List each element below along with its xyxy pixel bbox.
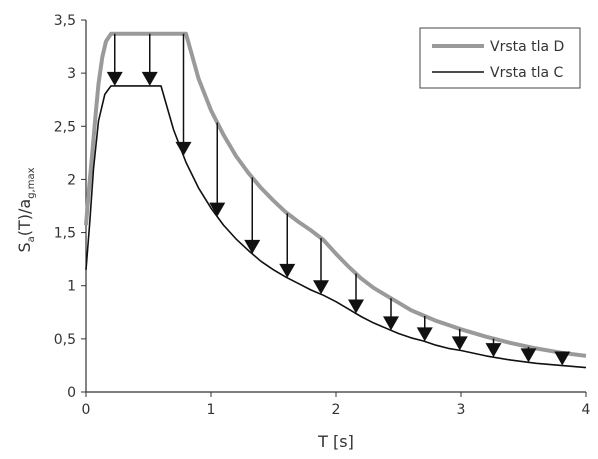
y-tick-label: 3 bbox=[67, 66, 76, 82]
reduction-arrow bbox=[106, 33, 123, 86]
reduction-arrow bbox=[348, 273, 364, 314]
reduction-arrow-head bbox=[106, 71, 123, 86]
y-tick-label: 2 bbox=[67, 172, 76, 188]
reduction-arrow bbox=[141, 33, 158, 86]
x-tick-label: 2 bbox=[332, 402, 341, 418]
y-label-sub2: g,max bbox=[26, 167, 37, 198]
reduction-arrow-head bbox=[175, 141, 192, 156]
reduction-arrow bbox=[209, 122, 226, 217]
reduction-arrow-head bbox=[451, 336, 468, 351]
reduction-arrow-head bbox=[313, 280, 329, 295]
series-layer bbox=[84, 31, 587, 369]
legend-label-c: Vrsta tla C bbox=[490, 65, 564, 81]
ticks: 0 0,5 1 1,5 2 2,5 3 3,5 0 1 2 3 4 bbox=[54, 13, 591, 418]
reduction-arrow bbox=[416, 316, 433, 342]
y-tick-label: 1 bbox=[67, 279, 76, 295]
y-axis-label: Sa(T)/ag,max bbox=[15, 167, 37, 252]
reduction-arrow bbox=[175, 33, 192, 156]
legend-label-d: Vrsta tla D bbox=[490, 39, 564, 55]
series-line-c bbox=[85, 85, 587, 369]
x-axis-label: T [s] bbox=[317, 432, 354, 451]
reduction-arrow bbox=[451, 328, 468, 351]
y-tick-label: 1,5 bbox=[54, 226, 76, 242]
reduction-arrow-head bbox=[485, 343, 502, 358]
x-tick-label: 0 bbox=[82, 402, 91, 418]
x-tick-label: 3 bbox=[457, 402, 466, 418]
reduction-arrow-head bbox=[416, 327, 433, 342]
x-tick-label: 4 bbox=[582, 402, 591, 418]
y-label-mid: (T)/a bbox=[15, 199, 34, 236]
y-label-sub1: a bbox=[26, 236, 37, 242]
reduction-arrow bbox=[554, 351, 571, 366]
legend: Vrsta tla D Vrsta tla C bbox=[419, 27, 581, 89]
legend-box bbox=[419, 27, 581, 89]
y-tick-label: 2,5 bbox=[54, 119, 76, 135]
series-line-d bbox=[84, 31, 587, 358]
reduction-arrow-head bbox=[141, 71, 158, 86]
arrow-layer bbox=[106, 33, 571, 366]
reduction-arrow-head bbox=[348, 299, 364, 314]
reduction-arrow-head bbox=[554, 351, 571, 366]
reduction-arrow bbox=[520, 346, 537, 363]
x-tick-label: 1 bbox=[207, 402, 216, 418]
reduction-arrow-head bbox=[244, 239, 261, 254]
reduction-arrow bbox=[485, 338, 502, 358]
reduction-arrow bbox=[313, 238, 329, 295]
reduction-arrow bbox=[383, 298, 399, 331]
reduction-arrow-head bbox=[520, 348, 537, 363]
reduction-arrow bbox=[279, 213, 296, 278]
y-tick-label: 0 bbox=[67, 385, 76, 401]
reduction-arrow-head bbox=[279, 263, 296, 278]
reduction-arrow bbox=[244, 177, 261, 254]
y-label-main: S bbox=[15, 242, 34, 252]
y-tick-label: 0,5 bbox=[54, 332, 76, 348]
reduction-arrow-head bbox=[383, 316, 399, 331]
y-tick-label: 3,5 bbox=[54, 13, 76, 29]
reduction-arrow-head bbox=[209, 202, 226, 217]
